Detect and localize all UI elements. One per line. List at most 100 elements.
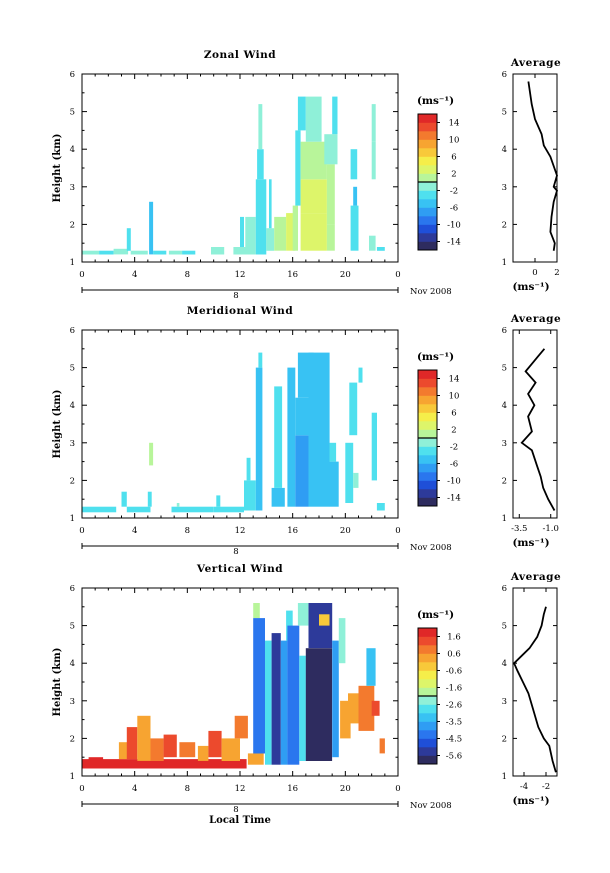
average-frame — [512, 329, 558, 519]
colorbar-tick-label: 2 — [451, 426, 456, 436]
colorbar-segment — [418, 636, 437, 646]
heatmap-cell — [286, 213, 296, 251]
y-tick-label: 4 — [70, 659, 75, 669]
heatmap-cell — [118, 742, 130, 760]
colorbar-label: (ms⁻¹) — [417, 95, 454, 107]
heatmap-cell — [258, 352, 263, 368]
x-tick-label: 16 — [287, 784, 298, 794]
average-y-tick-label: 6 — [502, 584, 507, 594]
x-tick-label: 16 — [287, 270, 298, 280]
average-y-tick-label: 5 — [502, 622, 507, 632]
heatmap-cell — [253, 603, 260, 618]
y-tick-label: 1 — [70, 772, 75, 782]
heatmap-cell — [350, 149, 358, 180]
heatmap-cell — [121, 491, 127, 507]
heatmap-cell — [163, 734, 177, 758]
heatmap-cell — [287, 625, 300, 765]
heatmap-cell — [292, 205, 298, 251]
average-y-tick-label: 3 — [502, 439, 507, 449]
colorbar-segment — [418, 730, 437, 739]
heatmap-cell — [88, 757, 104, 769]
heatmap-cell — [300, 179, 327, 214]
colorbar-tick-label: -14 — [447, 238, 461, 248]
average-title: Average — [510, 313, 561, 325]
heatmap-cell — [126, 506, 151, 513]
x-tick-label: 20 — [340, 270, 351, 280]
heatmap-cell — [300, 141, 327, 180]
heatmap-cell — [168, 250, 183, 255]
colorbar-segment — [418, 114, 437, 123]
colorbar-segment — [418, 139, 437, 149]
average-y-tick-label: 2 — [502, 220, 507, 230]
colorbar-segment — [418, 122, 437, 132]
heatmap-cell — [366, 648, 376, 686]
colorbar-segment — [418, 182, 437, 191]
colorbar-tick-label: 2 — [451, 170, 456, 180]
heatmap-cell — [213, 506, 244, 513]
heatmap-cell — [247, 753, 264, 765]
colorbar-segment — [418, 679, 437, 688]
average-y-tick-label: 1 — [502, 772, 507, 782]
heatmap-cells — [82, 603, 385, 769]
colorbar-segment — [418, 738, 437, 748]
heatmap-cell — [295, 130, 301, 206]
panel-title: Vertical Wind — [196, 563, 283, 575]
colorbar-segment — [418, 755, 437, 765]
heatmap-cell — [308, 352, 330, 424]
colorbar-segment — [418, 704, 437, 714]
heatmap-cell — [326, 224, 335, 251]
colorbar-segment — [418, 207, 437, 217]
heatmap-cell — [171, 506, 214, 513]
heatmap-cell — [376, 503, 385, 511]
date-label: Nov 2008 — [410, 801, 452, 811]
heatmap-cells — [82, 96, 385, 255]
heatmap-cell — [371, 700, 380, 716]
heatmap-cell — [329, 442, 337, 462]
y-tick-label: 6 — [70, 70, 75, 80]
colorbar-tick-label: 6 — [451, 409, 456, 419]
y-axis-label: Height (km) — [52, 390, 63, 459]
date-label: Nov 2008 — [410, 543, 452, 553]
heatmap-cell — [305, 648, 333, 761]
x-axis-label: Local Time — [209, 815, 271, 826]
x-tick-label: 4 — [132, 526, 137, 536]
y-tick-label: 1 — [70, 514, 75, 524]
colorbar-segment — [418, 429, 437, 439]
heatmap-cell — [369, 235, 376, 251]
colorbar-segment — [418, 241, 437, 251]
heatmap-cell — [379, 738, 385, 754]
y-tick-label: 2 — [70, 220, 75, 230]
heatmap-cell — [308, 424, 330, 507]
heatmap-cell — [257, 149, 264, 180]
colorbar-tick-label: -2 — [450, 187, 458, 197]
colorbar-segment — [418, 387, 437, 396]
colorbar-tick-label: -14 — [447, 494, 461, 504]
colorbar-segment — [418, 438, 437, 447]
colorbar-tick-label: 6 — [451, 153, 456, 163]
heatmap-cell — [271, 487, 285, 507]
colorbar: 14 10 6 2 -2 -6 -10 -14 (ms⁻¹) — [417, 351, 461, 507]
heatmap-cell — [280, 640, 288, 765]
heatmap-cell — [329, 461, 339, 507]
heatmap-cell — [216, 495, 221, 507]
heatmap-cell — [182, 250, 196, 255]
colorbar-tick-label: -0.6 — [446, 667, 462, 677]
x-tick-label: 12 — [235, 270, 246, 280]
colorbar-segment — [418, 233, 437, 242]
x-tick-label: 20 — [340, 526, 351, 536]
colorbar-label: (ms⁻¹) — [417, 351, 454, 363]
heatmap-cell — [358, 685, 375, 731]
average-y-tick-label: 5 — [502, 364, 507, 374]
heatmap-cell — [269, 179, 272, 229]
colorbar-tick-label: -4.5 — [446, 735, 462, 745]
heatmap-cell — [221, 738, 240, 761]
colorbar: 14 10 6 2 -2 -6 -10 -14 (ms⁻¹) — [417, 95, 461, 251]
average-title: Average — [510, 571, 561, 583]
heatmap-cell — [371, 104, 376, 142]
colorbar-tick-label: -2.6 — [446, 701, 462, 711]
heatmap-cell — [266, 228, 275, 251]
heatmap-cell — [271, 633, 281, 765]
average-x-tick-label: -2 — [542, 782, 550, 792]
colorbar-segment — [418, 216, 437, 225]
